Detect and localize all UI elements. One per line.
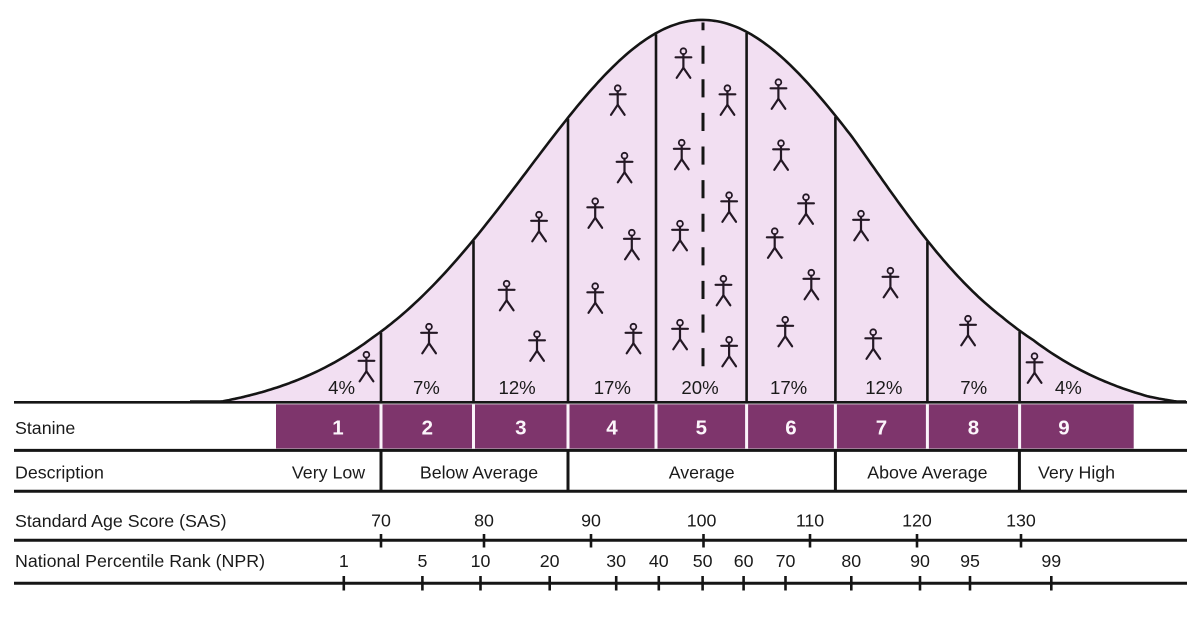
svg-text:100: 100 xyxy=(687,511,717,531)
svg-text:Very High: Very High xyxy=(1038,463,1115,483)
svg-text:7%: 7% xyxy=(413,377,440,398)
svg-text:120: 120 xyxy=(902,511,932,531)
svg-text:3: 3 xyxy=(515,417,526,440)
svg-text:90: 90 xyxy=(910,551,930,571)
svg-text:8: 8 xyxy=(968,417,979,440)
svg-text:5: 5 xyxy=(417,551,427,571)
svg-text:Below Average: Below Average xyxy=(420,463,538,483)
svg-text:4: 4 xyxy=(606,417,618,440)
svg-text:17%: 17% xyxy=(594,377,631,398)
svg-text:1: 1 xyxy=(332,417,343,440)
svg-text:80: 80 xyxy=(474,511,494,531)
svg-text:40: 40 xyxy=(649,551,669,571)
svg-text:70: 70 xyxy=(776,551,796,571)
svg-text:7%: 7% xyxy=(960,377,987,398)
svg-text:Very Low: Very Low xyxy=(292,463,365,483)
svg-text:Description: Description xyxy=(15,463,104,483)
svg-text:110: 110 xyxy=(796,511,824,531)
svg-text:7: 7 xyxy=(876,417,887,440)
svg-text:30: 30 xyxy=(606,551,626,571)
svg-text:99: 99 xyxy=(1041,551,1061,571)
svg-text:Above Average: Above Average xyxy=(867,463,987,483)
svg-text:20: 20 xyxy=(540,551,560,571)
svg-text:4%: 4% xyxy=(1055,377,1082,398)
svg-text:12%: 12% xyxy=(865,377,902,398)
svg-text:9: 9 xyxy=(1058,417,1069,440)
svg-text:National Percentile Rank (NPR): National Percentile Rank (NPR) xyxy=(15,551,265,571)
svg-text:80: 80 xyxy=(841,551,861,571)
svg-text:17%: 17% xyxy=(770,377,807,398)
svg-text:Standard Age Score (SAS): Standard Age Score (SAS) xyxy=(15,511,227,531)
svg-text:5: 5 xyxy=(696,417,707,440)
svg-text:90: 90 xyxy=(581,511,601,531)
svg-text:20%: 20% xyxy=(681,377,718,398)
svg-text:50: 50 xyxy=(693,551,713,571)
svg-text:4%: 4% xyxy=(328,377,355,398)
svg-text:1: 1 xyxy=(339,551,349,571)
svg-text:Average: Average xyxy=(669,463,735,483)
svg-text:6: 6 xyxy=(785,417,796,440)
svg-text:60: 60 xyxy=(734,551,754,571)
svg-text:12%: 12% xyxy=(498,377,535,398)
svg-text:95: 95 xyxy=(960,551,980,571)
svg-text:130: 130 xyxy=(1006,511,1036,531)
svg-text:2: 2 xyxy=(422,417,433,440)
svg-text:10: 10 xyxy=(471,551,491,571)
svg-text:70: 70 xyxy=(371,511,391,531)
svg-text:Stanine: Stanine xyxy=(15,418,75,438)
